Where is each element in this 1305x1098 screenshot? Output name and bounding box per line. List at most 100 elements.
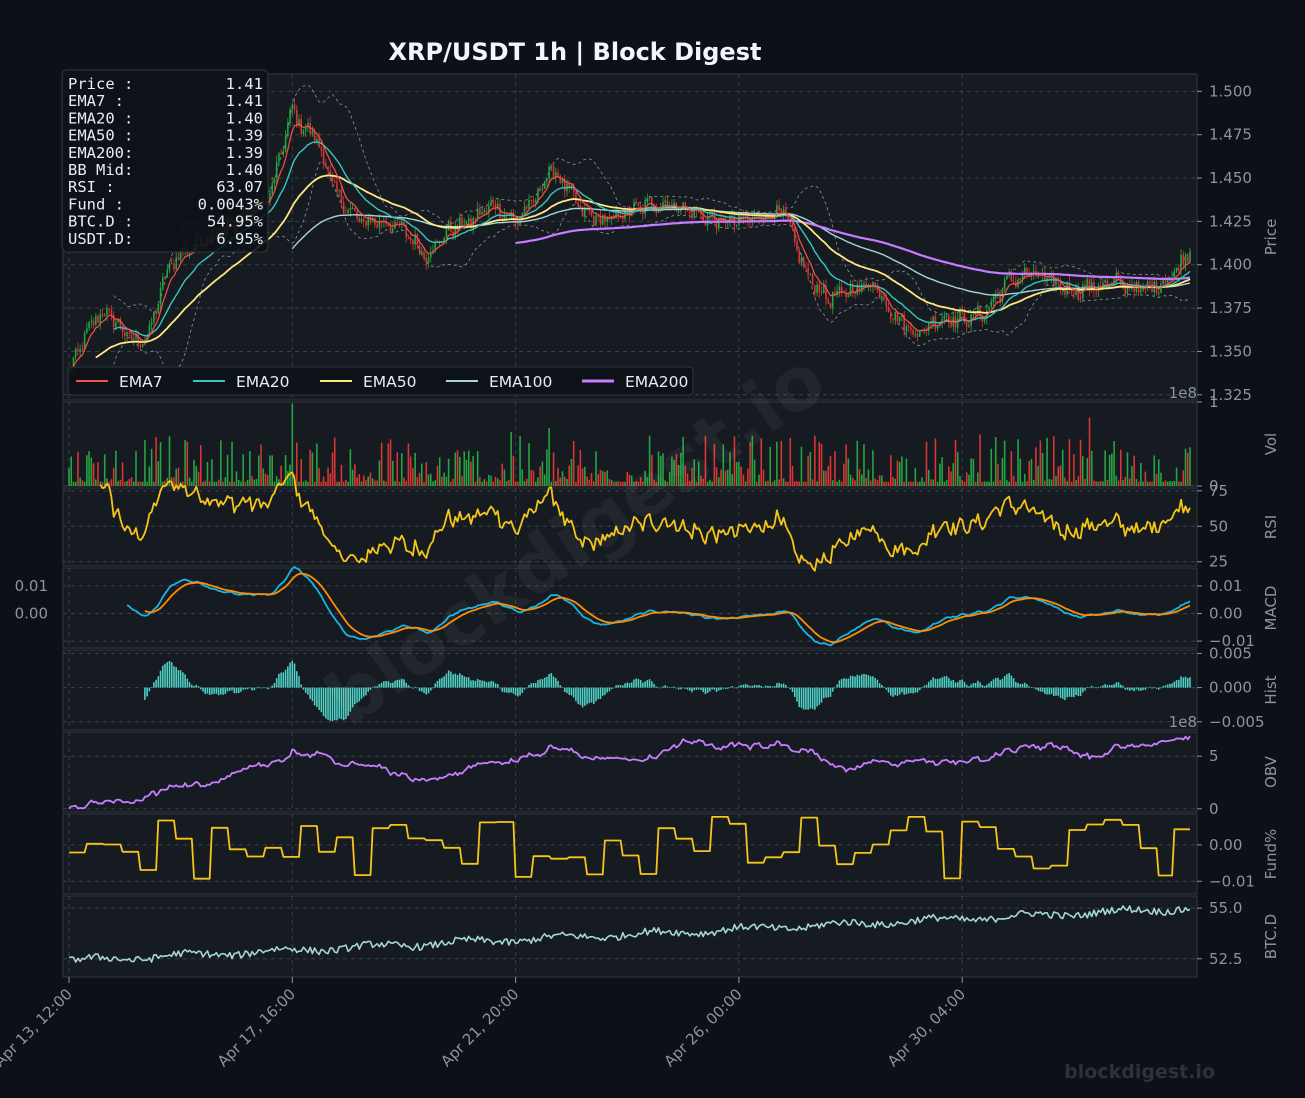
volume-bar-436 — [1041, 452, 1044, 486]
volume-bar-475 — [1128, 478, 1131, 486]
volume-bar-481 — [1142, 481, 1144, 486]
hist-bar-341 — [829, 687, 832, 697]
hist-bar-67 — [217, 687, 220, 696]
candle-body-208 — [532, 200, 535, 203]
candle-body-109 — [311, 130, 314, 134]
candle-body-448 — [1068, 282, 1071, 290]
hist-bar-101 — [293, 663, 296, 688]
volume-bar-154 — [412, 468, 414, 486]
hist-bar-149 — [400, 678, 403, 688]
candle-body-234 — [590, 211, 593, 216]
volume-bar-20 — [112, 467, 115, 486]
volume-bar-472 — [1122, 480, 1124, 486]
hist-bar-158 — [421, 687, 423, 692]
candle-body-492 — [1166, 279, 1169, 283]
hist-bar-268 — [666, 686, 669, 688]
candle-body-361 — [874, 282, 876, 288]
hist-bar-351 — [852, 675, 854, 688]
volume-bar-156 — [416, 477, 419, 486]
candle-body-362 — [876, 287, 879, 290]
hist-bar-198 — [510, 687, 512, 693]
volume-bar-407 — [977, 472, 979, 486]
volume-bar-65 — [213, 481, 215, 486]
info-box-frame — [61, 69, 269, 253]
hist-bar-448 — [1068, 687, 1071, 697]
volume-bar-75 — [235, 471, 238, 486]
candle-body-394 — [948, 315, 950, 323]
hist-bar-468 — [1113, 684, 1115, 688]
volume-bar-259 — [646, 477, 649, 486]
candle-body-48 — [175, 257, 177, 270]
volume-bar-186 — [483, 479, 486, 486]
hist-bar-76 — [237, 687, 240, 694]
hist-bar-274 — [680, 687, 682, 690]
candle-body-306 — [751, 218, 754, 222]
hist-bar-170 — [447, 670, 450, 688]
candle-body-420 — [1006, 275, 1008, 280]
candle-body-426 — [1019, 279, 1022, 281]
candle-body-131 — [360, 219, 363, 222]
volume-bar-85 — [258, 455, 260, 486]
candle-body-348 — [845, 292, 847, 297]
candle-body-197 — [508, 213, 510, 215]
volume-bar-194 — [501, 463, 503, 486]
volume-bar-326 — [796, 481, 798, 486]
candle-body-444 — [1059, 280, 1062, 291]
volume-bar-170 — [447, 458, 450, 486]
candle-body-28 — [130, 334, 133, 340]
candle-body-8 — [86, 328, 88, 334]
candle-body-178 — [465, 221, 468, 225]
volume-bar-37 — [150, 448, 153, 486]
volume-bar-66 — [215, 481, 218, 486]
candle-body-419 — [1003, 279, 1006, 290]
hist-bar-186 — [483, 680, 486, 688]
candle-body-473 — [1124, 282, 1127, 294]
candle-body-371 — [896, 312, 899, 322]
volume-bar-496 — [1175, 467, 1178, 486]
volume-bar-488 — [1157, 459, 1160, 486]
volume-bar-23 — [119, 479, 122, 486]
volume-bar-343 — [834, 451, 836, 486]
volume-bar-167 — [441, 476, 443, 486]
hist-bar-65 — [213, 687, 215, 694]
volume-bar-106 — [304, 480, 307, 486]
volume-bar-25 — [124, 481, 126, 486]
hist-bar-433 — [1035, 687, 1037, 690]
volume-bar-332 — [809, 452, 812, 486]
volume-bar-370 — [894, 478, 897, 486]
volume-bar-107 — [307, 481, 309, 486]
hist-bar-315 — [771, 686, 774, 688]
candle-body-283 — [700, 210, 702, 215]
volume-bar-458 — [1090, 450, 1093, 486]
candle-body-173 — [454, 225, 457, 237]
hist-bar-99 — [289, 662, 291, 688]
volume-bar-273 — [677, 464, 680, 486]
hist-bar-197 — [508, 687, 510, 693]
volume-bar-267 — [664, 480, 667, 486]
hist-bar-426 — [1019, 684, 1022, 688]
hist-ytick-label-1: 0.000 — [1209, 679, 1252, 697]
candle-body-279 — [691, 213, 693, 218]
volume-bar-140 — [380, 442, 383, 486]
obv-ytick-label-0: 0 — [1209, 800, 1219, 818]
candle-body-352 — [854, 292, 856, 294]
hist-bar-478 — [1135, 687, 1138, 690]
hist-bar-222 — [563, 687, 566, 693]
volume-bar-76 — [237, 479, 240, 486]
hist-bar-375 — [905, 687, 908, 695]
volume-bar-341 — [829, 455, 832, 486]
candle-body-91 — [271, 183, 273, 194]
volume-bar-236 — [595, 451, 597, 486]
funding-line — [69, 816, 1190, 880]
hist-bar-434 — [1037, 687, 1039, 691]
hist-bar-410 — [983, 686, 986, 688]
volume-bar-409 — [981, 481, 984, 486]
volume-bar-144 — [389, 439, 392, 486]
info-label-5: BB Mid: — [68, 161, 133, 179]
volume-bar-400 — [961, 479, 964, 486]
candle-body-277 — [686, 210, 689, 212]
volume-bar-220 — [559, 477, 562, 486]
candle-body-54 — [188, 252, 191, 255]
hist-bar-102 — [295, 671, 298, 688]
candle-body-392 — [943, 315, 946, 319]
